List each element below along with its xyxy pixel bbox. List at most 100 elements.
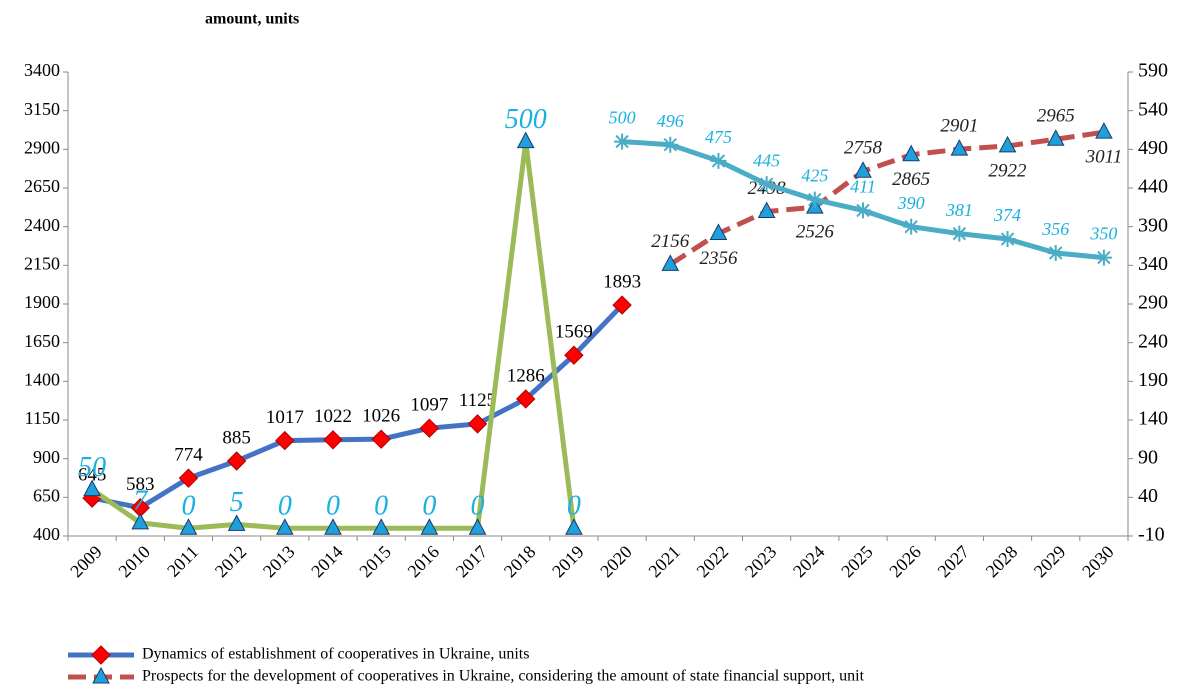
point-marker — [131, 512, 150, 530]
data-label: 2156 — [651, 231, 690, 252]
data-label: 0 — [471, 491, 485, 522]
legend-marker — [91, 645, 111, 665]
x-tick-label: 2020 — [596, 542, 636, 582]
x-tick-label: 2028 — [982, 542, 1022, 582]
data-label: 1022 — [314, 406, 352, 427]
point-marker — [951, 225, 968, 242]
data-label: 411 — [850, 177, 876, 197]
series-line — [91, 303, 624, 511]
point-marker — [661, 254, 680, 271]
point-marker — [227, 514, 246, 531]
x-tick-label: 2027 — [934, 542, 974, 582]
data-label: 0 — [374, 491, 388, 522]
point-marker — [516, 389, 536, 409]
data-label: 350 — [1089, 224, 1117, 244]
y2-tick-label: 190 — [1138, 369, 1168, 391]
data-label: 0 — [181, 491, 195, 522]
point-marker — [709, 223, 728, 240]
point-marker — [324, 518, 342, 535]
x-tick-label: 2022 — [693, 542, 733, 582]
data-label: 3011 — [1085, 147, 1123, 168]
point-marker — [371, 429, 391, 449]
point-marker — [372, 518, 391, 535]
data-label: 1286 — [507, 365, 545, 386]
legend-label: Dynamics of establishment of cooperative… — [142, 646, 529, 663]
point-marker — [420, 518, 439, 535]
point-marker — [710, 152, 727, 169]
data-label: 1569 — [555, 322, 593, 343]
y-tick-label: 2900 — [24, 137, 60, 157]
data-label: 425 — [801, 166, 828, 186]
data-label: 475 — [705, 127, 732, 147]
point-marker — [758, 176, 775, 193]
data-label: 2865 — [892, 169, 930, 190]
x-tick-label: 2029 — [1030, 542, 1070, 582]
point-marker — [83, 479, 101, 497]
data-label: 1097 — [410, 395, 448, 416]
point-marker — [179, 518, 198, 535]
data-label: 374 — [993, 205, 1021, 225]
point-marker — [564, 345, 584, 365]
point-marker — [614, 133, 631, 150]
y2-tick-label: 240 — [1138, 330, 1168, 352]
chart-title: amount, units — [205, 11, 299, 28]
data-label: 583 — [126, 474, 155, 495]
y-tick-label: 400 — [33, 524, 60, 544]
point-marker — [902, 144, 921, 162]
y-tick-label: 3150 — [24, 99, 60, 119]
x-tick-label: 2014 — [307, 542, 347, 582]
point-marker — [998, 135, 1017, 153]
point-marker — [950, 139, 969, 156]
point-marker — [1095, 122, 1113, 139]
x-tick-label: 2023 — [741, 542, 781, 582]
y2-tick-label: 340 — [1138, 253, 1168, 275]
y2-tick-label: 140 — [1138, 408, 1168, 430]
x-tick-label: 2021 — [644, 542, 684, 582]
data-label: 500 — [609, 108, 636, 128]
point-marker — [1095, 249, 1112, 266]
y2-tick-label: 40 — [1138, 485, 1158, 507]
point-marker — [226, 451, 247, 471]
x-tick-label: 2018 — [500, 542, 540, 582]
point-marker — [999, 231, 1016, 248]
y2-tick-label: 540 — [1138, 98, 1168, 120]
y-tick-label: 1900 — [24, 292, 60, 312]
data-label: 0 — [422, 491, 436, 522]
point-marker — [419, 418, 440, 438]
data-label: 2922 — [989, 160, 1028, 181]
data-label: 2356 — [699, 248, 738, 269]
data-label: 1026 — [362, 406, 400, 427]
legend-label: Prospects for the development of coopera… — [142, 668, 865, 685]
data-label: 0 — [567, 491, 581, 522]
point-marker — [468, 518, 487, 535]
x-tick-label: 2015 — [355, 542, 395, 582]
data-label: 5 — [230, 487, 244, 518]
data-label: 774 — [174, 445, 203, 466]
y-tick-label: 2400 — [24, 215, 60, 235]
x-tick-label: 2010 — [114, 542, 154, 582]
y2-tick-label: 90 — [1138, 446, 1158, 468]
x-tick-label: 2009 — [66, 542, 106, 582]
data-label: 2526 — [796, 222, 835, 243]
y-tick-label: 1650 — [24, 331, 60, 351]
point-marker — [855, 202, 871, 219]
point-marker — [178, 468, 199, 488]
y2-tick-label: 490 — [1138, 137, 1168, 159]
series-line — [90, 139, 577, 531]
x-tick-label: 2011 — [163, 542, 202, 581]
x-tick-label: 2019 — [548, 542, 588, 582]
y-tick-label: 3400 — [24, 60, 60, 80]
point-marker — [662, 136, 679, 153]
data-label: 2901 — [940, 116, 978, 137]
point-marker — [854, 161, 872, 178]
data-label: 2965 — [1037, 106, 1075, 127]
x-tick-label: 2025 — [837, 542, 877, 582]
data-label: 0 — [326, 491, 340, 522]
point-marker — [806, 191, 823, 208]
data-label: 356 — [1041, 219, 1069, 239]
data-label: 0 — [278, 491, 292, 522]
y-tick-label: 1400 — [24, 369, 60, 389]
point-marker — [1047, 244, 1064, 261]
data-label: 381 — [945, 200, 973, 220]
legend-marker — [92, 666, 110, 684]
